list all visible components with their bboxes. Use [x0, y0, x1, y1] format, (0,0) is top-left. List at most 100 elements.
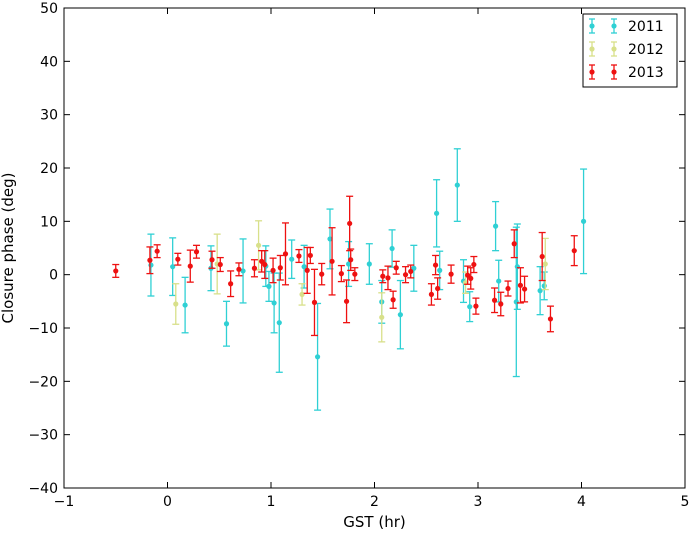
data-point [173, 301, 179, 307]
data-point [301, 264, 307, 270]
data-point [511, 241, 517, 247]
data-point [327, 236, 333, 242]
x-axis-label: GST (hr) [343, 513, 405, 531]
y-tick-label: 40 [40, 54, 58, 70]
x-tick-label: 4 [577, 494, 586, 510]
data-point [277, 265, 283, 271]
legend-label: 2012 [628, 42, 664, 58]
legend-marker [589, 46, 595, 52]
data-point [448, 271, 454, 277]
data-point [541, 283, 547, 289]
y-axis-label-group: Closure phase (deg) [0, 173, 17, 324]
series-2013 [112, 195, 578, 337]
data-point [147, 257, 153, 263]
y-tick-label: 30 [40, 108, 58, 124]
data-point [193, 249, 200, 255]
data-point [170, 264, 176, 270]
data-point [270, 267, 276, 273]
data-point [182, 302, 188, 308]
data-point [299, 291, 305, 297]
data-point [473, 303, 479, 309]
data-point [209, 257, 215, 263]
legend-marker [611, 46, 617, 52]
series-2011 [147, 148, 588, 411]
x-tick-label: 1 [267, 494, 276, 510]
data-point [467, 304, 473, 310]
legend-marker [611, 69, 617, 75]
data-point [437, 267, 443, 273]
y-tick-label: 0 [49, 268, 58, 284]
data-point [389, 245, 395, 252]
legend-marker [589, 69, 595, 75]
legend: 2011 2012 2013 [582, 13, 678, 88]
y-tick-label: 20 [40, 161, 58, 177]
y-tick-label: −20 [28, 374, 58, 390]
y-tick-label: 10 [40, 214, 58, 230]
data-point [113, 268, 119, 274]
data-point [259, 258, 265, 264]
legend-entry: 2011 [589, 18, 664, 35]
data-point [346, 261, 352, 267]
data-point [347, 220, 353, 227]
legend-label: 2011 [628, 19, 664, 35]
data-point [329, 258, 335, 264]
x-tick-label: 2 [370, 494, 379, 510]
data-point [217, 261, 223, 268]
data-point [513, 299, 519, 305]
legend-box [582, 13, 678, 88]
data-point [223, 321, 230, 327]
data-point [379, 314, 385, 320]
y-tick-label: −40 [28, 481, 58, 497]
data-point [282, 251, 289, 257]
y-tick-label: −30 [28, 428, 58, 444]
data-point [397, 312, 403, 318]
data-point [385, 275, 391, 281]
data-point [338, 271, 344, 277]
x-tick-label: 5 [681, 494, 689, 510]
data-point [348, 257, 354, 263]
data-point [542, 261, 548, 267]
data-point [505, 285, 511, 292]
data-point [514, 264, 520, 270]
data-point [343, 298, 350, 304]
data-point [251, 265, 258, 271]
data-point [517, 282, 524, 288]
data-point [296, 253, 302, 259]
data-point [175, 256, 181, 262]
data-point [262, 261, 268, 268]
legend-marker [589, 23, 595, 29]
data-point [547, 316, 554, 322]
data-point [435, 285, 441, 292]
data-points [112, 148, 588, 411]
data-point [468, 275, 474, 281]
data-point [240, 268, 246, 274]
data-point [521, 286, 528, 292]
data-point [307, 252, 313, 259]
data-point [266, 283, 272, 289]
data-point [402, 272, 409, 278]
data-point [492, 223, 499, 229]
data-point [187, 263, 193, 269]
legend-label: 2013 [628, 65, 664, 81]
data-point [352, 271, 358, 277]
data-point [366, 261, 372, 267]
legend-marker [611, 23, 617, 29]
legend-entry: 2013 [589, 64, 664, 81]
x-tick-label: 3 [474, 494, 483, 510]
data-point [454, 182, 460, 188]
data-point [411, 265, 417, 271]
data-point [148, 262, 154, 268]
data-point [236, 266, 242, 272]
y-tick-label: 50 [40, 1, 58, 17]
data-point [408, 268, 414, 275]
data-point [255, 242, 262, 248]
x-tick-label: 0 [163, 494, 172, 510]
legend-entry: 2012 [589, 41, 664, 58]
data-point [304, 267, 310, 273]
data-point [228, 281, 234, 287]
data-point [539, 253, 545, 260]
data-point [393, 265, 399, 271]
data-point [276, 320, 282, 326]
